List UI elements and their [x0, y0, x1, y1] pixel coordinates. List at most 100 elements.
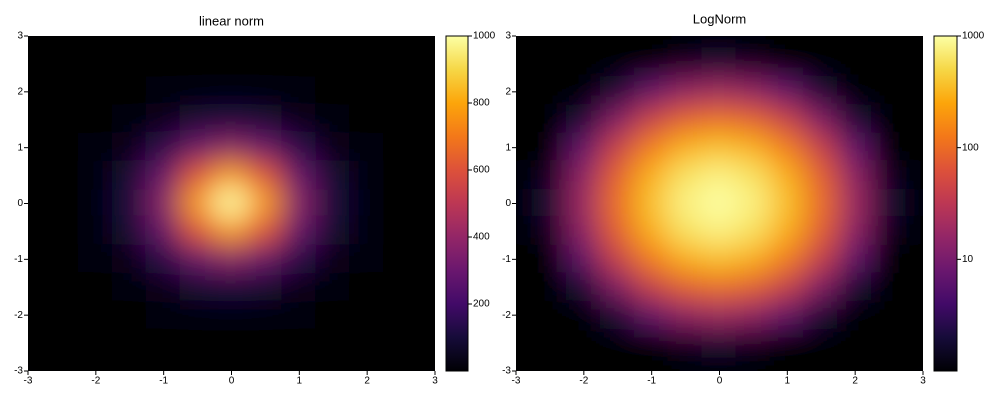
heatmap-cell: [565, 216, 602, 247]
x-tick-label: -2: [579, 376, 588, 387]
heatmap-cell: [349, 216, 386, 247]
heatmap-cell: [417, 272, 435, 303]
heatmap-cell: [701, 244, 738, 275]
heatmap-cell: [213, 216, 250, 247]
x-tick-label: -3: [24, 376, 33, 387]
heatmap-cell: [633, 104, 670, 135]
heatmap-cell: [871, 104, 908, 135]
heatmap-cell: [565, 300, 602, 331]
x-tick-label: 3: [432, 376, 438, 387]
heatmap-cell: [565, 356, 602, 371]
heatmap-cell: [803, 160, 840, 191]
heatmap-cell: [281, 328, 318, 359]
heatmap-cell: [111, 216, 148, 247]
heatmap-cell: [145, 356, 182, 371]
heatmap-cell: [43, 244, 80, 275]
heatmap: [516, 36, 923, 371]
heatmap-cell: [735, 356, 772, 371]
heatmap-cell: [77, 48, 114, 79]
heatmap-cell: [28, 104, 46, 135]
heatmap-cell: [667, 160, 704, 191]
y-tick-label: -1: [502, 254, 511, 265]
heatmap-cell: [837, 188, 874, 219]
heatmap-cell: [599, 216, 636, 247]
heatmap-cell: [531, 272, 568, 303]
colorbar-tick-label: 400: [473, 232, 490, 243]
heatmap-cell: [315, 356, 352, 371]
plot-area: [28, 36, 435, 371]
heatmap-cell: [803, 216, 840, 247]
heatmap-cell: [43, 272, 80, 303]
heatmap-cell: [179, 132, 216, 163]
heatmap-cell: [247, 188, 284, 219]
heatmap-cell: [417, 300, 435, 331]
heatmap-cell: [599, 132, 636, 163]
heatmap-cell: [905, 132, 923, 163]
heatmap-cell: [837, 300, 874, 331]
heatmap-cell: [28, 36, 46, 51]
heatmap-cell: [531, 300, 568, 331]
heatmap-cell: [179, 272, 216, 303]
heatmap-cell: [247, 216, 284, 247]
heatmap-cell: [769, 48, 806, 79]
heatmap-cell: [871, 216, 908, 247]
heatmap-cell: [769, 36, 806, 51]
heatmap-cell: [667, 216, 704, 247]
heatmap-cell: [315, 76, 352, 107]
heatmap-cell: [871, 188, 908, 219]
heatmap-cell: [28, 188, 46, 219]
heatmap-cell: [145, 48, 182, 79]
heatmap-cell: [565, 328, 602, 359]
heatmap-cell: [516, 48, 534, 79]
heatmap-cell: [735, 48, 772, 79]
heatmap-cell: [565, 132, 602, 163]
heatmap-cell: [145, 244, 182, 275]
heatmap-cell: [905, 216, 923, 247]
heatmap-cell: [77, 76, 114, 107]
heatmap-cell: [349, 104, 386, 135]
heatmap-cell: [516, 328, 534, 359]
heatmap-cell: [667, 76, 704, 107]
heatmap-cell: [383, 160, 420, 191]
heatmap-cell: [599, 104, 636, 135]
heatmap-cell: [837, 36, 874, 51]
colorbar-tick-label: 800: [473, 98, 490, 109]
heatmap-cell: [77, 272, 114, 303]
heatmap-cell: [315, 132, 352, 163]
heatmap-cell: [213, 356, 250, 371]
heatmap-cell: [735, 160, 772, 191]
heatmap-cell: [516, 160, 534, 191]
heatmap-cell: [315, 188, 352, 219]
heatmap-cell: [111, 300, 148, 331]
heatmap-cell: [213, 244, 250, 275]
heatmap-cell: [281, 36, 318, 51]
heatmap-cell: [43, 36, 80, 51]
heatmap-cell: [77, 300, 114, 331]
heatmap-cell: [145, 328, 182, 359]
heatmap-cell: [633, 160, 670, 191]
heatmap-cell: [531, 356, 568, 371]
heatmap-cell: [905, 300, 923, 331]
heatmap-cell: [111, 188, 148, 219]
heatmap-cell: [905, 76, 923, 107]
heatmap-cell: [179, 48, 216, 79]
heatmap-cell: [28, 244, 46, 275]
heatmap-cell: [769, 160, 806, 191]
heatmap-cell: [531, 216, 568, 247]
heatmap-cell: [247, 48, 284, 79]
heatmap-cell: [349, 356, 386, 371]
heatmap-cell: [735, 188, 772, 219]
heatmap-cell: [417, 216, 435, 247]
heatmap-cell: [516, 76, 534, 107]
heatmap-cell: [633, 244, 670, 275]
heatmap-cell: [28, 328, 46, 359]
colorbar-tick-label: 600: [473, 165, 490, 176]
heatmap-cell: [516, 132, 534, 163]
heatmap-cell: [281, 160, 318, 191]
heatmap-cell: [281, 300, 318, 331]
colorbar-tick-label: 200: [473, 299, 490, 310]
heatmap-cell: [803, 132, 840, 163]
heatmap-cell: [417, 48, 435, 79]
heatmap-cell: [516, 300, 534, 331]
heatmap-cell: [531, 328, 568, 359]
